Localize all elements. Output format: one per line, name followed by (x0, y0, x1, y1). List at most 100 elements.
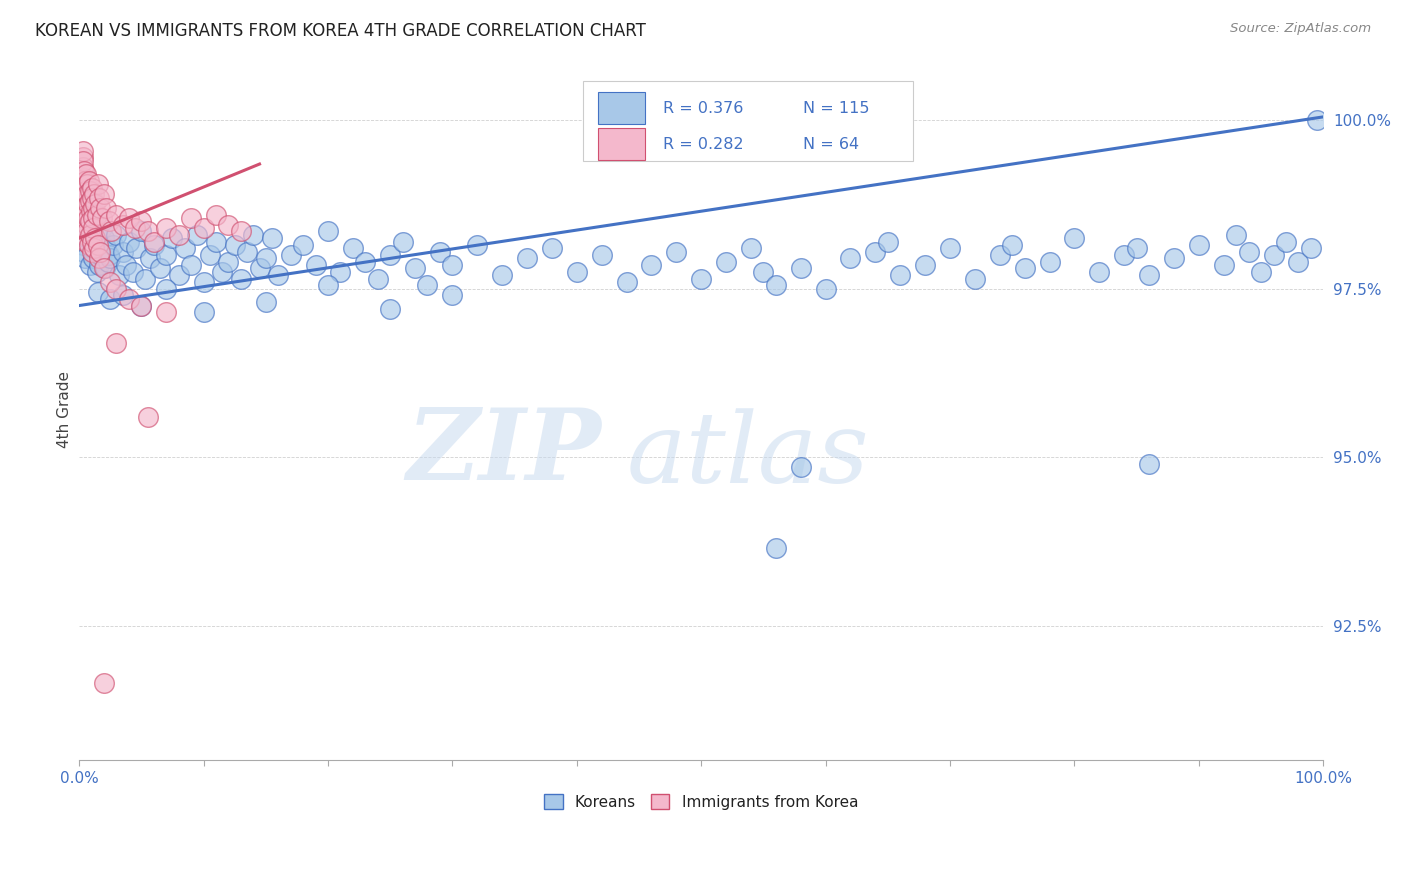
Point (131, 299, 153, 313)
Point (260, 231, 283, 245)
Point (229, 224, 252, 238)
Point (97, 254, 120, 268)
Point (83, 187, 105, 202)
Point (416, 278, 439, 293)
Point (87, 238, 110, 252)
Point (889, 268, 911, 283)
Point (142, 235, 165, 249)
Point (1250, 265, 1272, 279)
Point (76, 197, 98, 211)
Point (84, 231, 107, 245)
Point (100, 224, 122, 238)
Point (84, 197, 107, 211)
Point (378, 248, 401, 262)
Point (155, 248, 177, 262)
Point (98, 292, 121, 306)
Point (616, 275, 638, 289)
Point (217, 218, 239, 232)
Point (316, 278, 339, 293)
Point (865, 244, 887, 259)
Point (367, 271, 389, 285)
Point (108, 268, 131, 283)
Point (740, 241, 762, 255)
Point (72, 144, 94, 158)
Point (591, 248, 613, 262)
Point (1306, 113, 1329, 128)
Point (93, 676, 115, 690)
Text: KOREAN VS IMMIGRANTS FROM KOREA 4TH GRADE CORRELATION CHART: KOREAN VS IMMIGRANTS FROM KOREA 4TH GRAD… (35, 22, 645, 40)
Point (73, 180, 96, 194)
Point (82, 201, 104, 215)
Point (124, 221, 146, 235)
Point (665, 244, 688, 259)
Point (186, 227, 208, 242)
Text: atlas: atlas (627, 408, 869, 503)
Point (83, 241, 105, 255)
Point (82, 211, 104, 225)
Point (80, 241, 103, 255)
Point (1137, 457, 1160, 471)
Point (90, 221, 112, 235)
Point (354, 254, 377, 268)
Point (465, 238, 488, 252)
Point (82, 191, 104, 205)
Point (142, 238, 165, 252)
Point (765, 278, 787, 293)
Point (1286, 254, 1309, 268)
Point (839, 252, 862, 266)
Point (73, 174, 96, 188)
Point (790, 460, 813, 475)
Point (80, 180, 103, 194)
Point (105, 227, 128, 242)
Point (236, 244, 259, 259)
Point (242, 227, 264, 242)
Point (516, 252, 538, 266)
Point (75, 167, 97, 181)
Point (180, 211, 202, 225)
Point (565, 265, 588, 279)
Point (541, 241, 564, 255)
Point (72, 201, 94, 215)
Point (1225, 227, 1247, 242)
Point (73, 208, 96, 222)
Text: N = 115: N = 115 (803, 101, 870, 116)
Point (404, 261, 426, 276)
Point (98, 275, 121, 289)
Point (90, 211, 112, 225)
Point (76, 231, 98, 245)
FancyBboxPatch shape (598, 128, 645, 160)
Point (155, 305, 177, 319)
Point (87, 191, 110, 205)
Point (80, 244, 103, 259)
Point (118, 211, 141, 225)
Point (79, 184, 101, 198)
Point (342, 241, 364, 255)
Point (173, 241, 195, 255)
Point (118, 235, 141, 249)
Point (77, 224, 100, 238)
Point (714, 254, 737, 268)
Point (441, 258, 464, 272)
Point (125, 241, 148, 255)
Point (491, 268, 513, 283)
Point (82, 235, 104, 249)
Text: R = 0.376: R = 0.376 (662, 101, 742, 116)
Point (93, 231, 115, 245)
Point (139, 252, 162, 266)
Point (77, 174, 100, 188)
Point (131, 224, 153, 238)
Point (73, 163, 96, 178)
Point (149, 261, 172, 276)
Point (1163, 252, 1185, 266)
Point (1137, 268, 1160, 283)
Point (87, 238, 110, 252)
Point (876, 235, 898, 249)
Point (914, 258, 936, 272)
Point (76, 224, 98, 238)
Point (87, 252, 110, 266)
Point (98, 248, 121, 262)
Point (89, 248, 111, 262)
Point (752, 265, 775, 279)
Point (441, 288, 464, 302)
Point (105, 208, 128, 222)
